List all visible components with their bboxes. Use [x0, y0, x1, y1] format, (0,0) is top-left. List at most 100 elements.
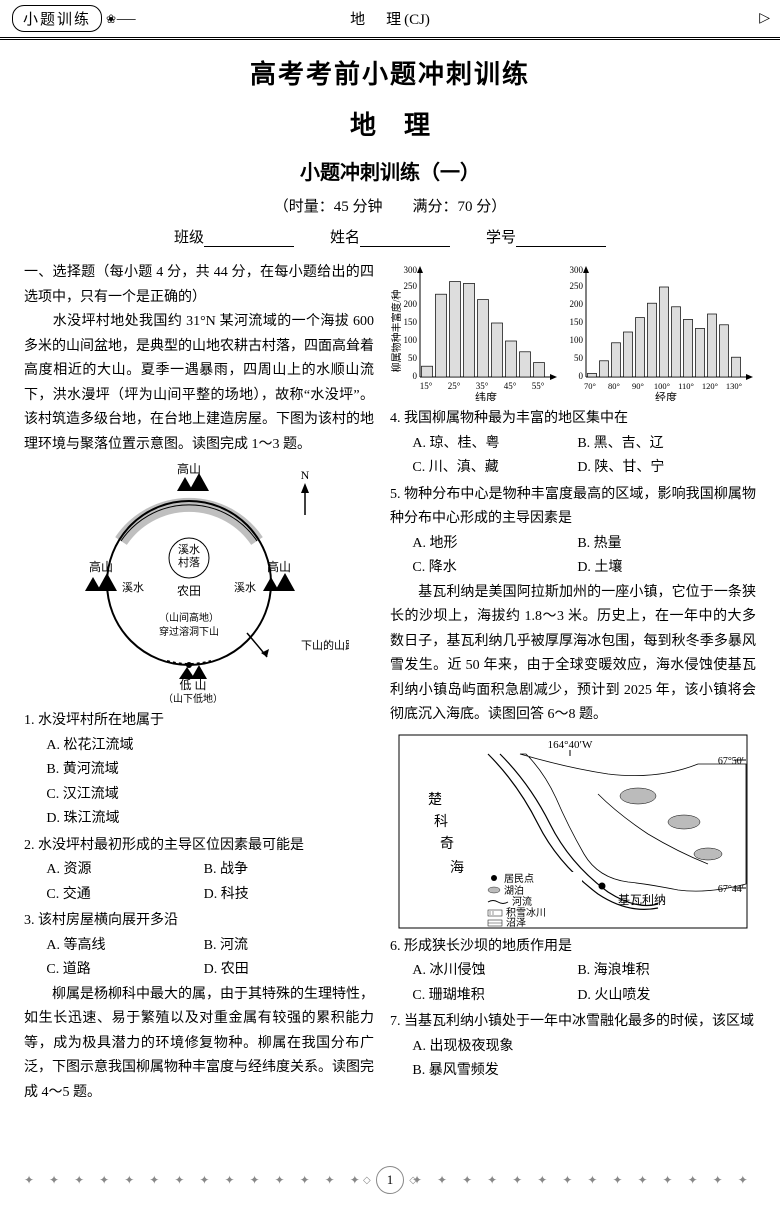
svg-text:溪水: 溪水 — [234, 581, 256, 594]
svg-text:100: 100 — [570, 335, 584, 345]
bar-charts: 050100 150200250300 15°25°35° 45°55° 纬度 … — [390, 261, 756, 401]
q3-opt-a[interactable]: A. 等高线 — [46, 934, 203, 959]
header-arrow-icon: ▷ — [759, 10, 770, 27]
q2-options-row2: C. 交通 D. 科技 — [24, 883, 374, 908]
footer-stars-left: ✦ ✦ ✦ ✦ ✦ ✦ ✦ ✦ ✦ ✦ ✦ ✦ ✦ ✦ ✦ ✦ ✦ ✦ — [24, 1173, 368, 1188]
village-diagram: 溪水 村落 农田 （山间高地） 穿过溶洞下山 高山 高山 高山 溪水 溪水 — [24, 463, 374, 703]
svg-text:沼泽: 沼泽 — [506, 916, 526, 929]
svg-text:300: 300 — [570, 265, 584, 275]
label-village: 村落 — [178, 555, 200, 569]
q7-opt-a[interactable]: A. 出现极夜现象 — [412, 1035, 756, 1060]
svg-text:150: 150 — [404, 317, 418, 327]
q7-stem: 7. 当基瓦利纳小镇处于一年中冰雪融化最多的时候，该区域 — [390, 1010, 756, 1035]
q4-opt-c[interactable]: C. 川、滇、藏 — [412, 456, 577, 481]
map-diagram: 164°40′W 67°50′ 67°44′ 楚 科 奇 海 — [390, 734, 756, 929]
q1-opt-d[interactable]: D. 珠江流域 — [46, 807, 374, 832]
svg-text:（山下低地）: （山下低地） — [163, 692, 223, 703]
page-number: 1 — [376, 1166, 404, 1194]
q1-opt-a[interactable]: A. 松花江流域 — [46, 734, 374, 759]
svg-text:高山: 高山 — [267, 559, 291, 574]
svg-text:110°: 110° — [678, 381, 694, 391]
q6-opt-d[interactable]: D. 火山喷发 — [577, 984, 650, 1009]
section-heading: 一、选择题（每小题 4 分，共 44 分，在每小题给出的四选项中，只有一个是正确… — [24, 261, 374, 310]
q4-opt-a[interactable]: A. 琼、桂、粤 — [412, 432, 577, 457]
svg-text:基瓦利纳: 基瓦利纳 — [618, 893, 666, 907]
q1-opt-c[interactable]: C. 汉江流域 — [46, 783, 374, 808]
svg-text:N: N — [301, 468, 310, 482]
svg-text:50: 50 — [408, 353, 418, 363]
q6-opt-b[interactable]: B. 海浪堆积 — [577, 959, 649, 984]
svg-text:高山: 高山 — [177, 463, 201, 476]
svg-text:高山: 高山 — [89, 559, 113, 574]
class-blank-line[interactable] — [204, 232, 294, 247]
svg-text:低 山: 低 山 — [179, 678, 206, 692]
svg-text:0: 0 — [579, 371, 584, 381]
q2-opt-c[interactable]: C. 交通 — [46, 883, 203, 908]
svg-text:0: 0 — [413, 371, 418, 381]
set-title: 小题冲刺训练（一） — [0, 156, 780, 185]
svg-text:120°: 120° — [702, 381, 718, 391]
q5-options-row1: A. 地形 B. 热量 — [390, 532, 756, 557]
q5-stem: 5. 物种分布中心是物种丰富度最高的区域，影响我国柳属物种分布中心形成的主导因素… — [390, 483, 756, 532]
passage-1: 水没坪村地处我国约 31°N 某河流域的一个海拔 600 多米的山间盆地，是典型… — [24, 310, 374, 457]
title-block: 高考考前小题冲刺训练 地理 小题冲刺训练（一） （时量：45 分钟 满分：70 … — [0, 54, 780, 247]
q1-stem: 1. 水没坪村所在地属于 — [24, 709, 374, 734]
q1-opt-b[interactable]: B. 黄河流域 — [46, 758, 374, 783]
q2-opt-a[interactable]: A. 资源 — [46, 858, 203, 883]
q2-opt-b[interactable]: B. 战争 — [204, 858, 248, 883]
q3-opt-c[interactable]: C. 道路 — [46, 958, 203, 983]
name-blank-line[interactable] — [360, 232, 450, 247]
svg-text:河流: 河流 — [512, 895, 532, 908]
q6-opt-a[interactable]: A. 冰川侵蚀 — [412, 959, 577, 984]
svg-text:164°40′W: 164°40′W — [548, 739, 593, 751]
label-farmland: 农田 — [177, 584, 201, 598]
svg-text:纬度: 纬度 — [475, 390, 497, 401]
svg-text:居民点: 居民点 — [504, 873, 534, 885]
timing: （时量：45 分钟 满分：70 分） — [0, 195, 780, 216]
svg-text:下山的山路: 下山的山路 — [301, 638, 349, 652]
q3-opt-d[interactable]: D. 农田 — [204, 958, 249, 983]
q5-opt-b[interactable]: B. 热量 — [577, 532, 621, 557]
right-column: 050100 150200250300 15°25°35° 45°55° 纬度 … — [390, 261, 756, 1105]
header-deco-icon: ❀⸺ — [106, 10, 136, 27]
q7-opt-b[interactable]: B. 暴风雪频发 — [412, 1059, 756, 1084]
class-blank: 班级 — [174, 226, 294, 247]
q6-opt-c[interactable]: C. 珊瑚堆积 — [412, 984, 577, 1009]
sub-title: 地理 — [0, 105, 780, 142]
q4-opt-b[interactable]: B. 黑、吉、辽 — [577, 432, 663, 457]
q6-stem: 6. 形成狭长沙坝的地质作用是 — [390, 935, 756, 960]
id-blank-line[interactable] — [516, 232, 606, 247]
q5-opt-d[interactable]: D. 土壤 — [577, 556, 622, 581]
svg-text:科: 科 — [434, 814, 448, 830]
header-badge: 小题训练 — [12, 5, 102, 32]
q2-opt-d[interactable]: D. 科技 — [204, 883, 249, 908]
svg-text:100°: 100° — [654, 381, 670, 391]
content-columns: 一、选择题（每小题 4 分，共 44 分，在每小题给出的四选项中，只有一个是正确… — [24, 261, 756, 1105]
page-footer: ✦ ✦ ✦ ✦ ✦ ✦ ✦ ✦ ✦ ✦ ✦ ✦ ✦ ✦ ✦ ✦ ✦ ✦ 1 ✦ … — [24, 1166, 756, 1194]
svg-text:海: 海 — [450, 860, 464, 876]
page-header: 小题训练 ❀⸺ 地 理(CJ) ▷ — [0, 0, 780, 40]
main-title: 高考考前小题冲刺训练 — [0, 54, 780, 91]
q4-opt-d[interactable]: D. 陕、甘、宁 — [577, 456, 664, 481]
label-inner: （山间高地） — [159, 611, 219, 624]
svg-text:柳属物种丰富度/种: 柳属物种丰富度/种 — [390, 290, 403, 373]
q5-options-row2: C. 降水 D. 土壤 — [390, 556, 756, 581]
label-cave: 穿过溶洞下山 — [159, 625, 219, 638]
svg-text:奇: 奇 — [440, 835, 454, 852]
q3-options-row2: C. 道路 D. 农田 — [24, 958, 374, 983]
chart-longitude: 050100 150200250300 70°80°90° 100°110°12… — [566, 261, 756, 401]
svg-text:50: 50 — [574, 353, 584, 363]
passage-2: 柳属是杨柳科中最大的属，由于其特殊的生理特性，如生长迅速、易于繁殖以及对重金属有… — [24, 983, 374, 1106]
q3-opt-b[interactable]: B. 河流 — [204, 934, 248, 959]
svg-text:200: 200 — [404, 299, 418, 309]
svg-text:300: 300 — [404, 265, 418, 275]
svg-text:250: 250 — [404, 281, 418, 291]
svg-text:45°: 45° — [504, 381, 517, 391]
q5-opt-a[interactable]: A. 地形 — [412, 532, 577, 557]
q4-stem: 4. 我国柳属物种最为丰富的地区集中在 — [390, 407, 756, 432]
subject-code: (CJ) — [404, 12, 430, 28]
svg-text:湖泊: 湖泊 — [504, 885, 524, 897]
q5-opt-c[interactable]: C. 降水 — [412, 556, 577, 581]
svg-text:70°: 70° — [584, 381, 596, 391]
svg-text:楚: 楚 — [428, 792, 442, 808]
